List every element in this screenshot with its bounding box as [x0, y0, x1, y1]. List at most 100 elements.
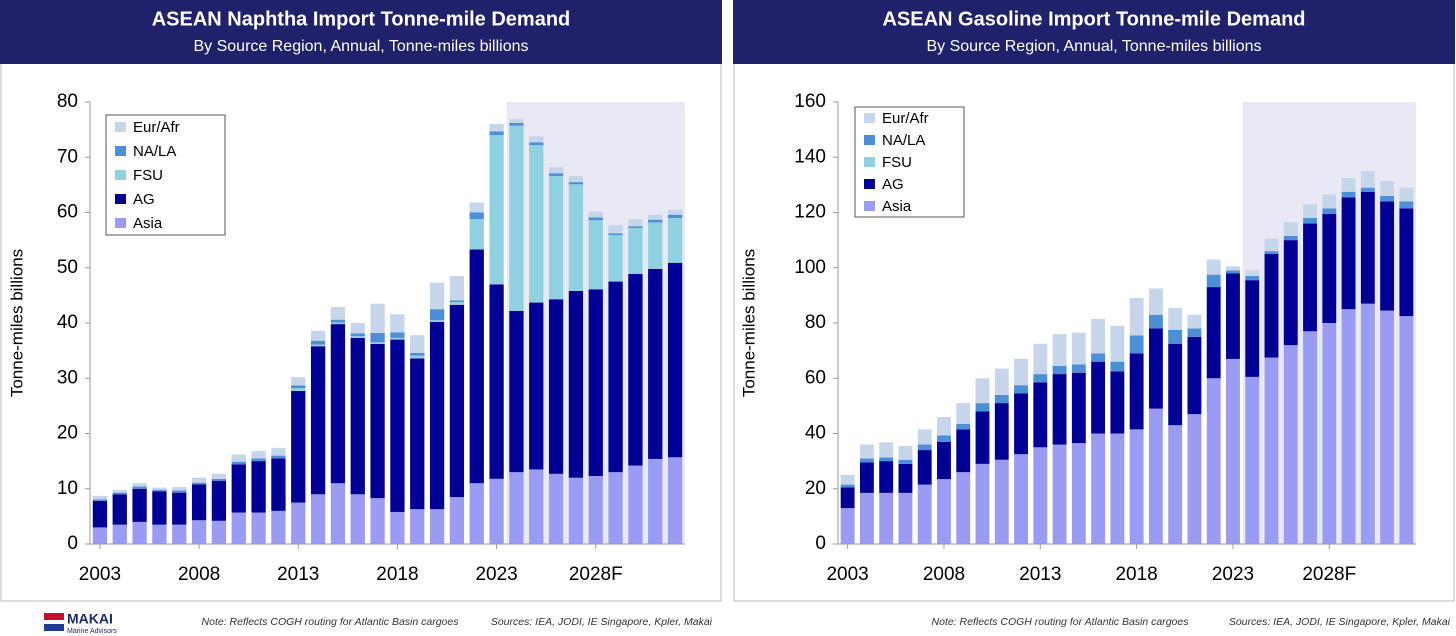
- bar-segment: [1399, 208, 1414, 317]
- bar-segment: [608, 472, 623, 544]
- bar-segment: [449, 300, 465, 303]
- bar-segment: [568, 176, 584, 183]
- bar-segment: [1264, 251, 1279, 254]
- legend-label: FSU: [133, 167, 163, 184]
- bar-segment: [588, 476, 603, 544]
- legend-label: Eur/Afr: [133, 119, 180, 136]
- y-tick-label: 120: [794, 202, 826, 223]
- bar-segment: [898, 445, 913, 460]
- y-tick-label: 10: [57, 478, 78, 499]
- chart-subtitle: By Source Region, Annual, Tonne-miles bi…: [926, 38, 1261, 55]
- bar-segment: [330, 324, 346, 484]
- bar-segment: [1283, 235, 1298, 241]
- bar-segment: [1264, 238, 1279, 252]
- bar-segment: [1380, 310, 1395, 544]
- bar-segment: [390, 337, 405, 340]
- legend-label: FSU: [882, 154, 912, 171]
- bar-segment: [330, 306, 346, 320]
- bar-segment: [390, 314, 405, 333]
- bar-segment: [1091, 353, 1106, 362]
- bar-segment: [489, 135, 504, 285]
- bar-segment: [92, 499, 108, 501]
- y-tick-label: 60: [805, 367, 826, 388]
- bar-segment: [568, 182, 584, 185]
- bar-segment: [1148, 408, 1163, 544]
- bar-segment: [429, 282, 445, 310]
- bar-segment: [667, 214, 683, 219]
- bar-segment: [937, 416, 951, 436]
- bar-segment: [529, 142, 544, 146]
- bar-segment: [859, 462, 874, 493]
- bar-segment: [956, 472, 971, 544]
- y-tick-label: 100: [794, 257, 826, 278]
- bar-segment: [1399, 316, 1414, 544]
- bar-segment: [1071, 332, 1086, 365]
- bar-segment: [449, 276, 465, 301]
- bar-segment: [370, 332, 385, 343]
- bar-segment: [1226, 270, 1240, 274]
- bar-segment: [667, 209, 683, 215]
- bar-segment: [132, 486, 147, 489]
- bar-segment: [172, 524, 187, 544]
- logo-tagline: Marine Advisors: [67, 628, 117, 635]
- legend-label: AG: [133, 191, 155, 208]
- bar-segment: [172, 487, 187, 491]
- header-banner: [733, 0, 1455, 64]
- bar-segment: [1380, 180, 1395, 196]
- legend-swatch: [864, 201, 875, 211]
- header-banner: [0, 0, 722, 64]
- bar-segment: [469, 483, 484, 544]
- bar-segment: [469, 202, 484, 213]
- legend-swatch: [115, 218, 126, 228]
- bar-segment: [1303, 331, 1317, 544]
- bar-segment: [132, 521, 147, 544]
- bar-segment: [112, 494, 127, 525]
- y-tick-label: 50: [57, 257, 78, 278]
- bar-segment: [92, 495, 108, 500]
- bar-segment: [879, 492, 894, 544]
- bar-segment: [330, 319, 346, 323]
- bar-segment: [1322, 194, 1337, 209]
- bar-segment: [449, 302, 465, 305]
- bar-segment: [350, 336, 365, 338]
- bar-segment: [1110, 325, 1125, 362]
- legend-swatch: [115, 122, 126, 132]
- logo-name: MAKAI: [67, 611, 113, 627]
- bar-segment: [489, 478, 504, 544]
- bar-segment: [390, 339, 405, 512]
- bar-segment: [350, 337, 365, 495]
- x-tick-label: 2013: [1019, 564, 1061, 585]
- bar-segment: [211, 520, 227, 544]
- bar-segment: [548, 299, 564, 474]
- bar-segment: [1071, 364, 1086, 373]
- bar-segment: [879, 461, 894, 493]
- bar-segment: [112, 489, 127, 493]
- bar-segment: [859, 492, 874, 544]
- bar-segment: [529, 136, 544, 143]
- bar-segment: [840, 487, 855, 509]
- bar-segment: [1341, 309, 1356, 544]
- bar-segment: [291, 502, 306, 544]
- bar-segment: [191, 520, 207, 544]
- bar-segment: [1206, 259, 1221, 275]
- bar-segment: [350, 323, 365, 334]
- bar-segment: [211, 481, 227, 521]
- bar-segment: [917, 484, 932, 544]
- y-tick-label: 0: [67, 533, 78, 554]
- bar-segment: [648, 458, 663, 544]
- bar-segment: [937, 479, 951, 544]
- bar-segment: [859, 458, 874, 463]
- y-tick-label: 60: [57, 202, 78, 223]
- bar-segment: [1226, 273, 1240, 359]
- bar-segment: [191, 484, 207, 521]
- bar-segment: [1071, 372, 1086, 444]
- bar-segment: [994, 394, 1009, 404]
- bar-segment: [1148, 288, 1163, 315]
- bar-segment: [956, 423, 971, 430]
- bar-segment: [1129, 335, 1144, 354]
- bar-segment: [1264, 357, 1279, 544]
- bar-segment: [271, 458, 286, 511]
- bar-segment: [568, 290, 584, 478]
- bar-segment: [92, 527, 108, 544]
